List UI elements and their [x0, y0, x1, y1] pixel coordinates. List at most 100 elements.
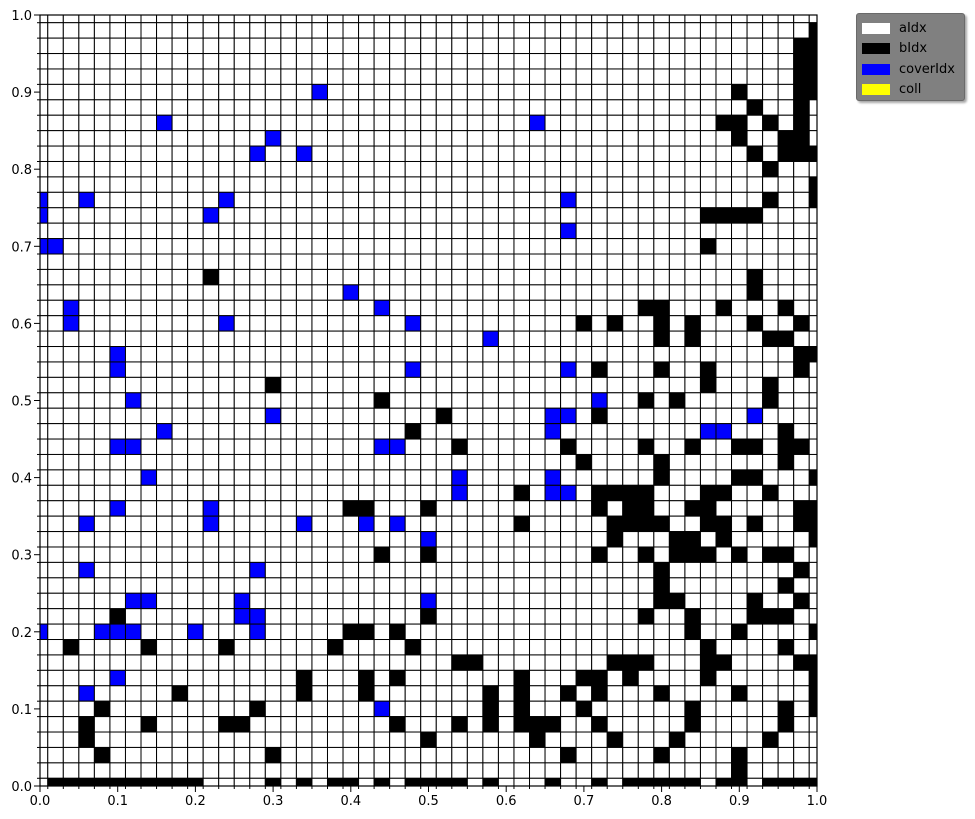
aidx-cell [124, 22, 142, 39]
aidx-cell [233, 561, 251, 579]
bidx-cell [591, 716, 608, 733]
aidx-cell [389, 145, 406, 162]
aidx-cell [280, 14, 297, 24]
aidx-cell [93, 315, 111, 332]
aidx-cell [420, 654, 437, 671]
aidx-cell [560, 346, 577, 363]
aidx-cell [808, 299, 818, 317]
aidx-cell [575, 361, 593, 378]
coveridx-cell [140, 592, 158, 610]
aidx-cell [622, 746, 639, 764]
aidx-cell [264, 207, 282, 224]
legend-entry-coll: coll [862, 79, 921, 99]
aidx-cell [358, 191, 375, 209]
aidx-cell [746, 500, 764, 517]
aidx-cell [326, 608, 344, 625]
aidx-cell [653, 176, 670, 193]
aidx-cell [326, 207, 344, 224]
aidx-cell [140, 114, 158, 132]
bidx-cell [653, 685, 670, 702]
aidx-cell [560, 654, 577, 671]
aidx-cell [591, 515, 608, 533]
aidx-cell [497, 83, 515, 101]
aidx-cell [544, 114, 562, 132]
aidx-cell [280, 500, 297, 517]
aidx-cell [47, 37, 64, 55]
aidx-cell [420, 238, 437, 255]
aidx-cell [295, 762, 313, 779]
aidx-cell [544, 438, 562, 455]
aidx-cell [389, 731, 406, 748]
aidx-cell [202, 685, 220, 702]
aidx-cell [233, 639, 251, 656]
aidx-cell [342, 469, 360, 486]
aidx-cell [529, 376, 546, 394]
aidx-cell [295, 315, 313, 332]
aidx-cell [451, 685, 468, 702]
aidx-cell [793, 700, 810, 718]
aidx-cell [109, 592, 126, 610]
aidx-cell [591, 592, 608, 610]
aidx-cell [202, 561, 220, 579]
coveridx-cell [109, 346, 126, 363]
bidx-cell [109, 777, 126, 787]
bidx-cell [513, 685, 531, 702]
aidx-cell [218, 700, 235, 718]
aidx-cell [513, 253, 531, 270]
aidx-cell [466, 639, 484, 656]
aidx-cell [47, 222, 64, 240]
aidx-cell [560, 315, 577, 332]
aidx-cell [482, 546, 499, 563]
aidx-cell [420, 361, 437, 378]
aidx-cell [684, 222, 701, 240]
aidx-cell [746, 53, 764, 70]
aidx-cell [777, 222, 795, 240]
aidx-cell [342, 253, 360, 270]
aidx-cell [777, 592, 795, 610]
aidx-cell [358, 268, 375, 286]
aidx-cell [637, 37, 655, 55]
aidx-cell [637, 284, 655, 301]
coveridx-cell [124, 592, 142, 610]
aidx-cell [622, 392, 639, 409]
aidx-cell [591, 731, 608, 748]
bidx-cell [793, 561, 810, 579]
coveridx-cell [233, 608, 251, 625]
aidx-cell [544, 746, 562, 764]
bidx-cell [793, 68, 810, 85]
bidx-cell [420, 546, 437, 563]
aidx-cell [668, 22, 686, 39]
aidx-cell [93, 68, 111, 85]
aidx-cell [544, 53, 562, 70]
aidx-cell [435, 238, 453, 255]
aidx-cell [622, 238, 639, 255]
aidx-cell [93, 762, 111, 779]
aidx-cell [606, 669, 624, 687]
aidx-cell [777, 515, 795, 533]
aidx-cell [264, 531, 282, 548]
aidx-cell [591, 53, 608, 70]
aidx-cell [777, 654, 795, 671]
bidx-cell [808, 191, 818, 209]
aidx-cell [233, 299, 251, 317]
coveridx-cell [124, 392, 142, 409]
aidx-cell [39, 130, 49, 147]
aidx-cell [684, 515, 701, 533]
aidx-cell [544, 592, 562, 610]
y-tick-label: 1.0 [11, 9, 32, 24]
aidx-cell [544, 176, 562, 193]
aidx-cell [326, 423, 344, 440]
bidx-cell [777, 438, 795, 455]
aidx-cell [187, 207, 204, 224]
aidx-cell [326, 99, 344, 116]
aidx-cell [47, 299, 64, 317]
aidx-cell [731, 191, 748, 209]
aidx-cell [311, 14, 328, 24]
aidx-cell [187, 500, 204, 517]
aidx-cell [93, 284, 111, 301]
aidx-cell [404, 83, 422, 101]
aidx-cell [389, 299, 406, 317]
aidx-cell [124, 407, 142, 425]
aidx-cell [187, 639, 204, 656]
aidx-cell [606, 299, 624, 317]
